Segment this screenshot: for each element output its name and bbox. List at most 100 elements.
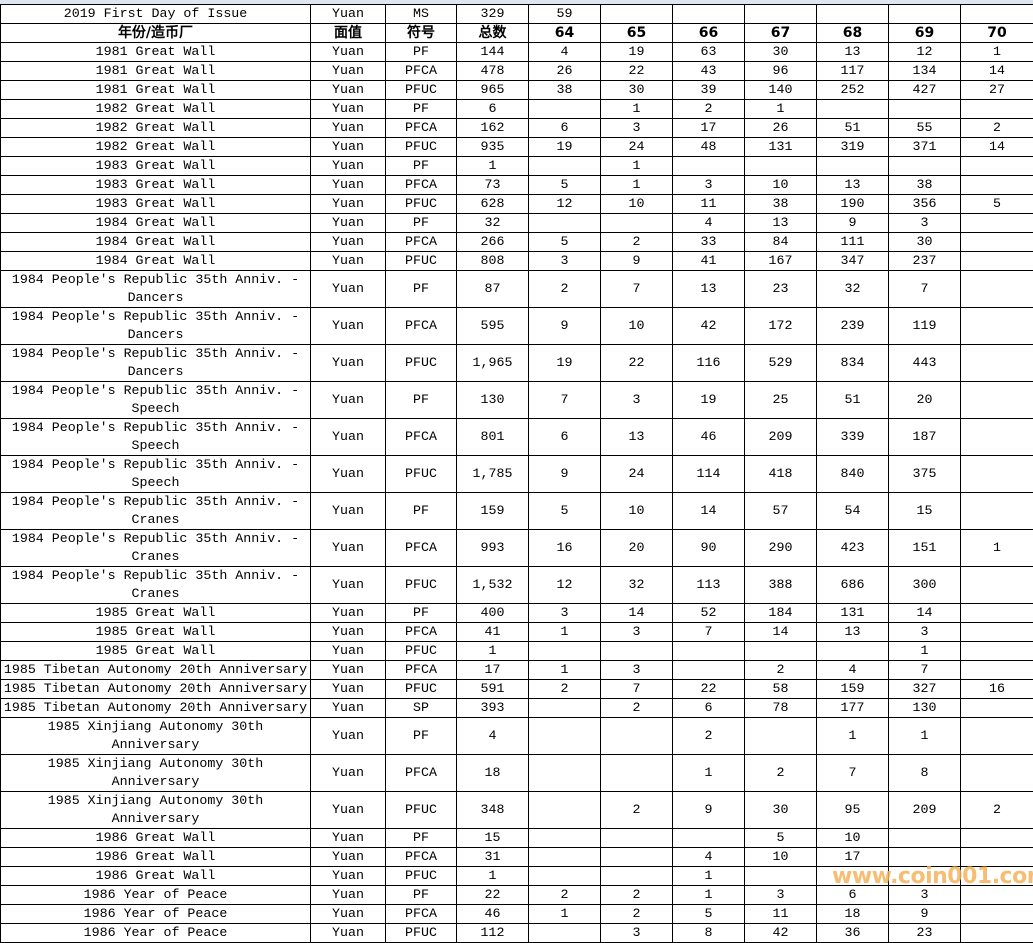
- cell-grade-66[interactable]: 114: [673, 456, 745, 493]
- cell-symbol[interactable]: PFCA: [386, 119, 457, 138]
- cell-grade-69[interactable]: 130: [889, 699, 961, 718]
- cell-grade-66[interactable]: 14: [673, 493, 745, 530]
- cell-grade-67[interactable]: 184: [745, 604, 817, 623]
- cell-grade-66[interactable]: 1: [673, 755, 745, 792]
- cell-name[interactable]: 1984 People's Republic 35th Anniv. - Dan…: [1, 345, 311, 382]
- cell-face-value[interactable]: Yuan: [311, 848, 386, 867]
- cell-grade-70[interactable]: [961, 233, 1033, 252]
- cell-symbol[interactable]: PF: [386, 718, 457, 755]
- cell-name[interactable]: 1984 People's Republic 35th Anniv. - Spe…: [1, 456, 311, 493]
- cell-grade-70[interactable]: 70: [961, 24, 1033, 43]
- cell-grade-68[interactable]: 54: [817, 493, 889, 530]
- cell-grade-66[interactable]: 1: [673, 886, 745, 905]
- cell-name[interactable]: 1981 Great Wall: [1, 81, 311, 100]
- cell-grade-67[interactable]: 172: [745, 308, 817, 345]
- cell-symbol[interactable]: PFUC: [386, 138, 457, 157]
- cell-grade-64[interactable]: 38: [529, 81, 601, 100]
- cell-grade-65[interactable]: 13: [601, 419, 673, 456]
- cell-total[interactable]: 801: [457, 419, 529, 456]
- cell-grade-65[interactable]: 2: [601, 886, 673, 905]
- cell-symbol[interactable]: MS: [386, 5, 457, 24]
- cell-total[interactable]: 591: [457, 680, 529, 699]
- cell-grade-65[interactable]: [601, 642, 673, 661]
- cell-grade-67[interactable]: 26: [745, 119, 817, 138]
- cell-total[interactable]: 130: [457, 382, 529, 419]
- cell-face-value[interactable]: Yuan: [311, 604, 386, 623]
- cell-total[interactable]: 393: [457, 699, 529, 718]
- cell-grade-66[interactable]: 42: [673, 308, 745, 345]
- cell-grade-70[interactable]: [961, 308, 1033, 345]
- cell-grade-66[interactable]: 8: [673, 924, 745, 943]
- cell-grade-64[interactable]: 16: [529, 530, 601, 567]
- cell-grade-66[interactable]: 11: [673, 195, 745, 214]
- cell-symbol[interactable]: PFUC: [386, 642, 457, 661]
- cell-grade-67[interactable]: 58: [745, 680, 817, 699]
- cell-grade-67[interactable]: 42: [745, 924, 817, 943]
- cell-face-value[interactable]: Yuan: [311, 100, 386, 119]
- cell-grade-69[interactable]: 443: [889, 345, 961, 382]
- cell-name[interactable]: 2019 First Day of Issue: [1, 5, 311, 24]
- cell-grade-64[interactable]: [529, 924, 601, 943]
- cell-grade-67[interactable]: 167: [745, 252, 817, 271]
- cell-grade-66[interactable]: 1: [673, 867, 745, 886]
- cell-grade-64[interactable]: [529, 642, 601, 661]
- cell-total[interactable]: 15: [457, 829, 529, 848]
- cell-grade-66[interactable]: 46: [673, 419, 745, 456]
- cell-grade-65[interactable]: [601, 829, 673, 848]
- cell-symbol[interactable]: PFUC: [386, 81, 457, 100]
- cell-symbol[interactable]: PFUC: [386, 345, 457, 382]
- cell-grade-67[interactable]: 84: [745, 233, 817, 252]
- cell-name[interactable]: 1983 Great Wall: [1, 157, 311, 176]
- cell-symbol[interactable]: 符号: [386, 24, 457, 43]
- cell-grade-67[interactable]: 140: [745, 81, 817, 100]
- cell-grade-66[interactable]: 13: [673, 271, 745, 308]
- cell-grade-69[interactable]: 9: [889, 905, 961, 924]
- cell-grade-70[interactable]: [961, 755, 1033, 792]
- cell-grade-66[interactable]: 3: [673, 176, 745, 195]
- cell-total[interactable]: 348: [457, 792, 529, 829]
- cell-grade-70[interactable]: [961, 176, 1033, 195]
- cell-total[interactable]: 400: [457, 604, 529, 623]
- cell-grade-68[interactable]: 51: [817, 382, 889, 419]
- cell-face-value[interactable]: Yuan: [311, 699, 386, 718]
- cell-grade-70[interactable]: 1: [961, 530, 1033, 567]
- cell-grade-64[interactable]: [529, 699, 601, 718]
- cell-name[interactable]: 1985 Xinjiang Autonomy 30th Anniversary: [1, 755, 311, 792]
- cell-face-value[interactable]: Yuan: [311, 924, 386, 943]
- cell-grade-64[interactable]: 5: [529, 176, 601, 195]
- cell-name[interactable]: 1984 People's Republic 35th Anniv. - Spe…: [1, 419, 311, 456]
- cell-symbol[interactable]: PFCA: [386, 661, 457, 680]
- cell-grade-65[interactable]: [601, 848, 673, 867]
- cell-grade-66[interactable]: 19: [673, 382, 745, 419]
- cell-symbol[interactable]: PF: [386, 214, 457, 233]
- cell-name[interactable]: 1986 Year of Peace: [1, 924, 311, 943]
- cell-grade-68[interactable]: 32: [817, 271, 889, 308]
- cell-grade-65[interactable]: 10: [601, 308, 673, 345]
- cell-grade-68[interactable]: [817, 157, 889, 176]
- cell-grade-66[interactable]: [673, 642, 745, 661]
- cell-grade-64[interactable]: 7: [529, 382, 601, 419]
- cell-grade-67[interactable]: 2: [745, 661, 817, 680]
- cell-symbol[interactable]: PFUC: [386, 680, 457, 699]
- cell-grade-67[interactable]: 23: [745, 271, 817, 308]
- cell-face-value[interactable]: Yuan: [311, 718, 386, 755]
- cell-total[interactable]: 144: [457, 43, 529, 62]
- cell-grade-64[interactable]: [529, 792, 601, 829]
- cell-grade-69[interactable]: 3: [889, 214, 961, 233]
- cell-grade-70[interactable]: [961, 382, 1033, 419]
- cell-total[interactable]: 17: [457, 661, 529, 680]
- cell-symbol[interactable]: PFUC: [386, 792, 457, 829]
- cell-grade-64[interactable]: 12: [529, 195, 601, 214]
- cell-grade-69[interactable]: 69: [889, 24, 961, 43]
- cell-face-value[interactable]: Yuan: [311, 214, 386, 233]
- cell-grade-69[interactable]: [889, 100, 961, 119]
- cell-grade-64[interactable]: 59: [529, 5, 601, 24]
- cell-grade-67[interactable]: 418: [745, 456, 817, 493]
- cell-grade-70[interactable]: 1: [961, 43, 1033, 62]
- cell-grade-65[interactable]: 7: [601, 271, 673, 308]
- cell-name[interactable]: 1983 Great Wall: [1, 195, 311, 214]
- cell-grade-68[interactable]: 339: [817, 419, 889, 456]
- cell-face-value[interactable]: Yuan: [311, 867, 386, 886]
- cell-total[interactable]: 87: [457, 271, 529, 308]
- cell-grade-69[interactable]: 15: [889, 493, 961, 530]
